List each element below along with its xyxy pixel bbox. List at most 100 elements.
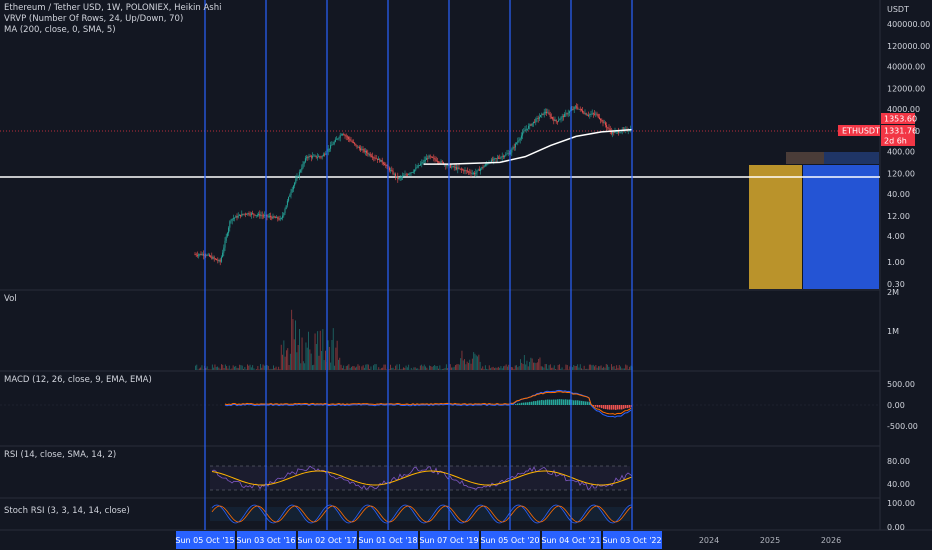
candle-body — [201, 254, 203, 256]
yearly-vertical-lines[interactable] — [204, 0, 633, 530]
macd-histogram-bar — [617, 405, 619, 410]
candle-body — [254, 214, 256, 216]
candle-body — [376, 158, 378, 161]
volume-bar — [421, 364, 423, 370]
volume-bar — [573, 365, 575, 370]
candle-body — [456, 167, 458, 170]
candle-body — [494, 158, 496, 159]
volume-bar — [382, 367, 384, 370]
volume-bar — [279, 369, 281, 370]
volume-bar — [302, 361, 304, 370]
volume-bar — [503, 366, 504, 370]
chart-title[interactable]: Ethereum / Tether USD, 1W, POLONIEX, Hei… — [4, 3, 222, 13]
volume-bar — [404, 367, 406, 370]
candle-body — [242, 213, 244, 215]
vrvp-legend[interactable]: VRVP (Number Of Rows, 24, Up/Down, 70) — [4, 14, 184, 24]
price-tick-label: 12.00 — [887, 212, 910, 221]
vol-legend[interactable]: Vol — [4, 294, 17, 304]
rsi-legend[interactable]: RSI (14, close, SMA, 14, 2) — [4, 450, 117, 460]
candle-body — [538, 117, 540, 119]
volume-bar — [456, 364, 458, 370]
volume-bar — [397, 369, 399, 370]
candle-body — [306, 157, 308, 159]
volume-bar — [352, 366, 354, 370]
candle-body — [277, 217, 279, 219]
volume-bar — [308, 331, 309, 370]
candle-body — [357, 147, 359, 148]
volume-profile-row-2 — [824, 152, 879, 164]
candle-body — [522, 132, 524, 136]
candle-body — [225, 236, 227, 241]
time-axis[interactable]: Sun 05 Oct '15 Sun 03 Oct '16 Sun 02 Oct '… — [175, 531, 841, 549]
macd-histogram-bar — [613, 405, 615, 410]
countdown-text: 2d 6h — [884, 137, 907, 146]
candle-body — [513, 147, 515, 149]
volume-bar — [539, 357, 541, 370]
candle-body — [517, 141, 519, 143]
candle-body — [200, 253, 202, 256]
candle-body — [446, 165, 448, 167]
volume-bar — [600, 365, 602, 370]
candle-body — [598, 117, 600, 119]
volume-bar — [468, 362, 469, 370]
candle-body — [344, 135, 346, 136]
candle-body — [470, 172, 472, 174]
macd-histogram-bar — [539, 400, 541, 405]
volume-bar — [205, 368, 207, 370]
volume-bar — [581, 368, 582, 370]
candle-body — [252, 213, 254, 215]
candle-body — [576, 106, 578, 108]
candle-body — [511, 149, 513, 153]
candle-body — [442, 162, 444, 165]
volume-bar — [388, 369, 390, 370]
volume-bar — [475, 355, 477, 370]
volume-bar — [256, 369, 257, 370]
candle-body — [603, 122, 605, 124]
macd-histogram-bar — [569, 399, 571, 405]
candle-body — [595, 113, 597, 115]
candle-body — [579, 108, 581, 110]
volume-bar — [218, 367, 220, 370]
stoch-legend[interactable]: Stoch RSI (3, 3, 14, 14, close) — [4, 506, 130, 516]
volume-bar — [461, 350, 463, 370]
volume-bar — [273, 365, 274, 370]
candle-body — [296, 176, 298, 180]
candle-body — [309, 156, 311, 157]
price-axis[interactable]: USDT 400000.00 120000.00 40000.00 12000.00 40… — [838, 5, 930, 532]
volume-bar — [248, 365, 250, 370]
volume-bar — [434, 365, 436, 370]
volume-bar — [572, 367, 573, 370]
ticker-tag — [838, 125, 880, 136]
volume-bar — [354, 367, 356, 370]
volume-bar — [278, 366, 280, 370]
volume-bar — [380, 368, 382, 370]
candle-body — [236, 216, 238, 218]
candle-body — [249, 214, 251, 216]
volume-bar — [559, 364, 560, 370]
current-price-text: 1353.60 — [884, 115, 917, 124]
volume-bar — [527, 366, 529, 370]
volume-bar — [621, 368, 623, 370]
candle-body — [583, 112, 585, 114]
candle-body — [414, 169, 416, 172]
candle-body — [543, 111, 545, 115]
ma-legend[interactable]: MA (200, close, 0, SMA, 5) — [4, 25, 116, 35]
volume-bar — [607, 364, 608, 370]
volume-bar — [435, 366, 437, 370]
candle-body — [487, 163, 489, 165]
candle-body — [454, 167, 456, 169]
candle-body — [495, 158, 497, 159]
candle-body — [379, 158, 381, 162]
volume-bar — [318, 355, 320, 370]
candle-body — [408, 173, 410, 175]
candle-body — [571, 109, 573, 111]
volume-bar — [393, 369, 395, 370]
volume-bar — [534, 362, 536, 370]
candle-body — [430, 156, 432, 158]
volume-bar — [577, 364, 579, 370]
time-highlight-label: Sun 02 Oct '17 — [297, 536, 356, 545]
macd-legend[interactable]: MACD (12, 26, close, 9, EMA, EMA) — [4, 375, 152, 385]
volume-bar — [557, 365, 559, 370]
volume-bar — [296, 352, 298, 370]
